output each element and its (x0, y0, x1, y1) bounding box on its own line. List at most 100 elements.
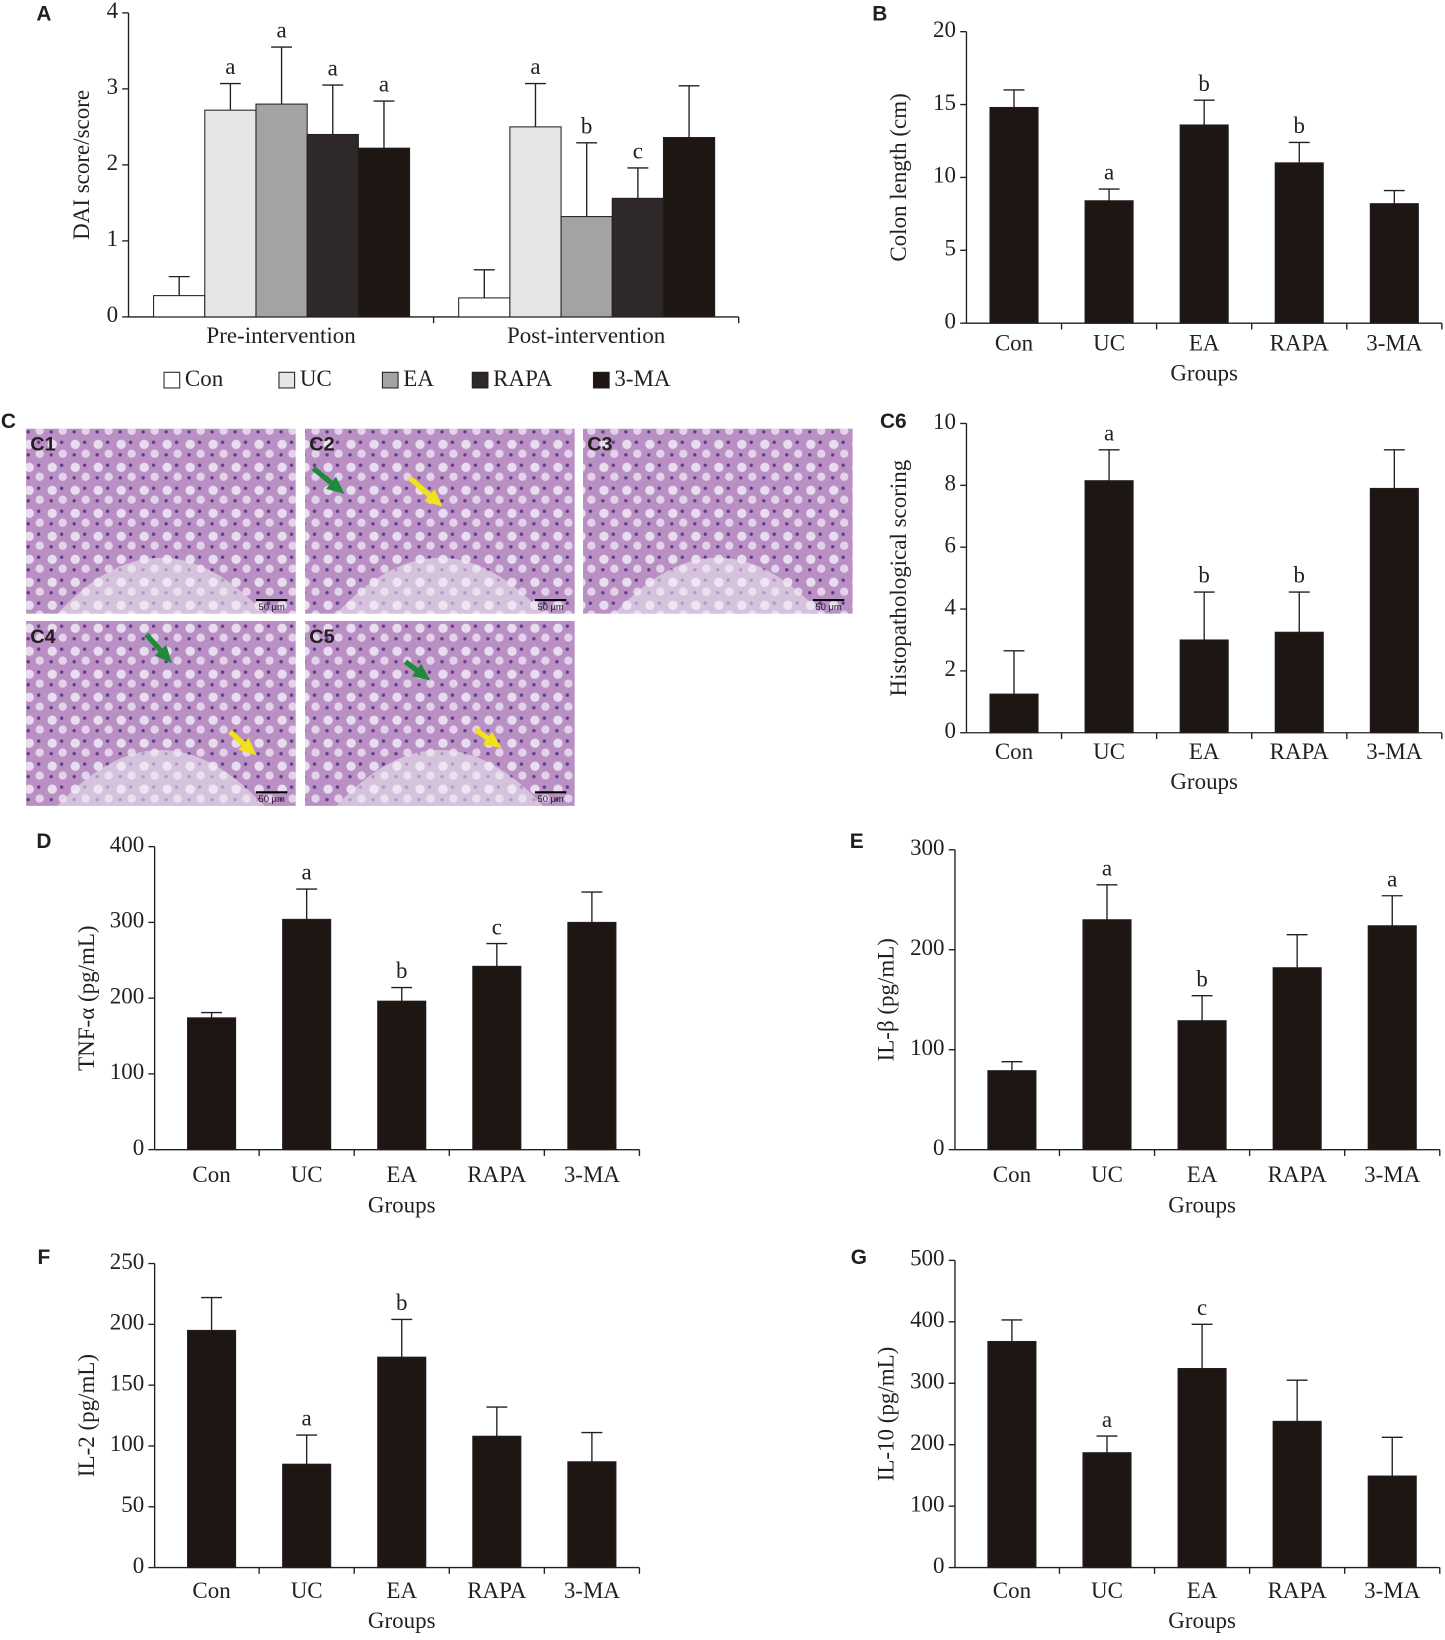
x-axis-label: Groups (1168, 1192, 1236, 1217)
y-tick-label: 200 (110, 983, 144, 1008)
legend-swatch (163, 371, 181, 389)
y-tick-label: 300 (910, 1369, 944, 1394)
y-axis-label: DAI score/score (69, 90, 94, 240)
significance-label: b (1294, 563, 1305, 588)
panel-label: C6 (880, 410, 907, 433)
bar (377, 1000, 427, 1151)
significance-label: a (379, 72, 389, 97)
legend-swatch (592, 371, 610, 389)
y-tick-label: 100 (110, 1059, 144, 1084)
arrow-head (411, 663, 431, 681)
bar (187, 1017, 237, 1151)
y-axis-label: Histopathological scoring (886, 459, 911, 696)
legend-swatch (471, 371, 489, 389)
bar (472, 965, 522, 1151)
y-tick-label: 0 (933, 1135, 944, 1160)
x-tick-label: Con (995, 739, 1034, 764)
bar (1369, 203, 1419, 324)
y-axis-label: Colon length (cm) (886, 93, 911, 261)
image-label: C1 (30, 434, 55, 456)
bar (989, 693, 1039, 734)
x-tick-label: RAPA (467, 1578, 527, 1603)
y-axis-label: IL-β (pg/mL) (873, 938, 898, 1061)
x-tick-label: RAPA (1270, 330, 1330, 355)
image-label: C3 (587, 434, 612, 456)
bar (472, 1435, 522, 1569)
bar (204, 109, 257, 318)
panel-label: C (1, 410, 16, 433)
bar (1272, 1420, 1322, 1569)
bar (987, 1340, 1037, 1569)
bar (306, 133, 359, 318)
x-axis-label: Groups (368, 1608, 436, 1633)
bar (1272, 967, 1322, 1151)
bar (1084, 480, 1134, 734)
y-tick-label: 6 (945, 532, 956, 557)
y-tick-label: 8 (945, 471, 956, 496)
significance-label: a (1104, 160, 1114, 185)
y-tick-label: 300 (110, 908, 144, 933)
significance-label: b (1294, 113, 1305, 138)
bar (187, 1329, 237, 1569)
scale-label: 50 μm (537, 601, 563, 612)
x-tick-label: 3-MA (1366, 330, 1423, 355)
y-tick-label: 100 (910, 1035, 944, 1060)
x-tick-label: 3-MA (1366, 739, 1423, 764)
image-label: C4 (30, 626, 55, 648)
x-tick-label: Con (995, 330, 1034, 355)
y-tick-label: 10 (933, 409, 956, 434)
x-tick-label: RAPA (467, 1162, 527, 1187)
legend-swatch (381, 371, 399, 389)
y-tick-label: 200 (910, 935, 944, 960)
y-tick-label: 400 (110, 832, 144, 857)
significance-label: c (1197, 1295, 1207, 1320)
legend-swatch (278, 371, 296, 389)
y-tick-label: 100 (910, 1491, 944, 1516)
bar (282, 918, 332, 1151)
bar (255, 103, 308, 318)
x-tick-label: 3-MA (564, 1162, 621, 1187)
significance-label: c (633, 139, 643, 164)
y-tick-label: 0 (133, 1553, 144, 1578)
bar (662, 137, 716, 318)
scale-label: 50 μm (815, 601, 841, 612)
bar (1274, 162, 1324, 324)
significance-label: a (1102, 855, 1112, 880)
y-tick-label: 15 (933, 90, 956, 115)
bar (1367, 925, 1417, 1151)
x-tick-label: EA (1189, 330, 1220, 355)
x-tick-label: RAPA (1268, 1578, 1328, 1603)
significance-label: a (530, 54, 540, 79)
bar (1179, 639, 1229, 734)
x-tick-label: UC (291, 1162, 323, 1187)
arrow-head (424, 489, 443, 507)
x-tick-label: UC (1091, 1578, 1123, 1603)
bar (1082, 919, 1132, 1151)
bar (989, 106, 1039, 324)
significance-label: b (1198, 563, 1209, 588)
bar (1179, 124, 1229, 324)
y-tick-label: 250 (110, 1249, 144, 1274)
y-tick-label: 0 (945, 308, 956, 333)
x-tick-label: UC (1093, 330, 1125, 355)
arrow-head (154, 645, 173, 664)
legend-label: 3-MA (614, 366, 671, 391)
significance-label: a (276, 18, 286, 43)
significance-label: b (396, 1290, 407, 1315)
panel-label: G (851, 1246, 867, 1269)
y-tick-label: 10 (933, 163, 956, 188)
significance-label: a (1104, 420, 1114, 445)
y-tick-label: 4 (945, 594, 957, 619)
significance-label: a (1102, 1407, 1112, 1432)
x-tick-label: EA (1187, 1578, 1218, 1603)
arrow-head (326, 476, 345, 494)
x-tick-label: UC (1093, 739, 1125, 764)
y-tick-label: 5 (945, 236, 956, 261)
x-tick-label: Con (192, 1578, 231, 1603)
y-tick-label: 0 (933, 1553, 944, 1578)
bar (560, 216, 613, 318)
x-tick-label: EA (1189, 739, 1220, 764)
y-tick-label: 2 (107, 150, 118, 175)
significance-label: a (1387, 866, 1397, 891)
